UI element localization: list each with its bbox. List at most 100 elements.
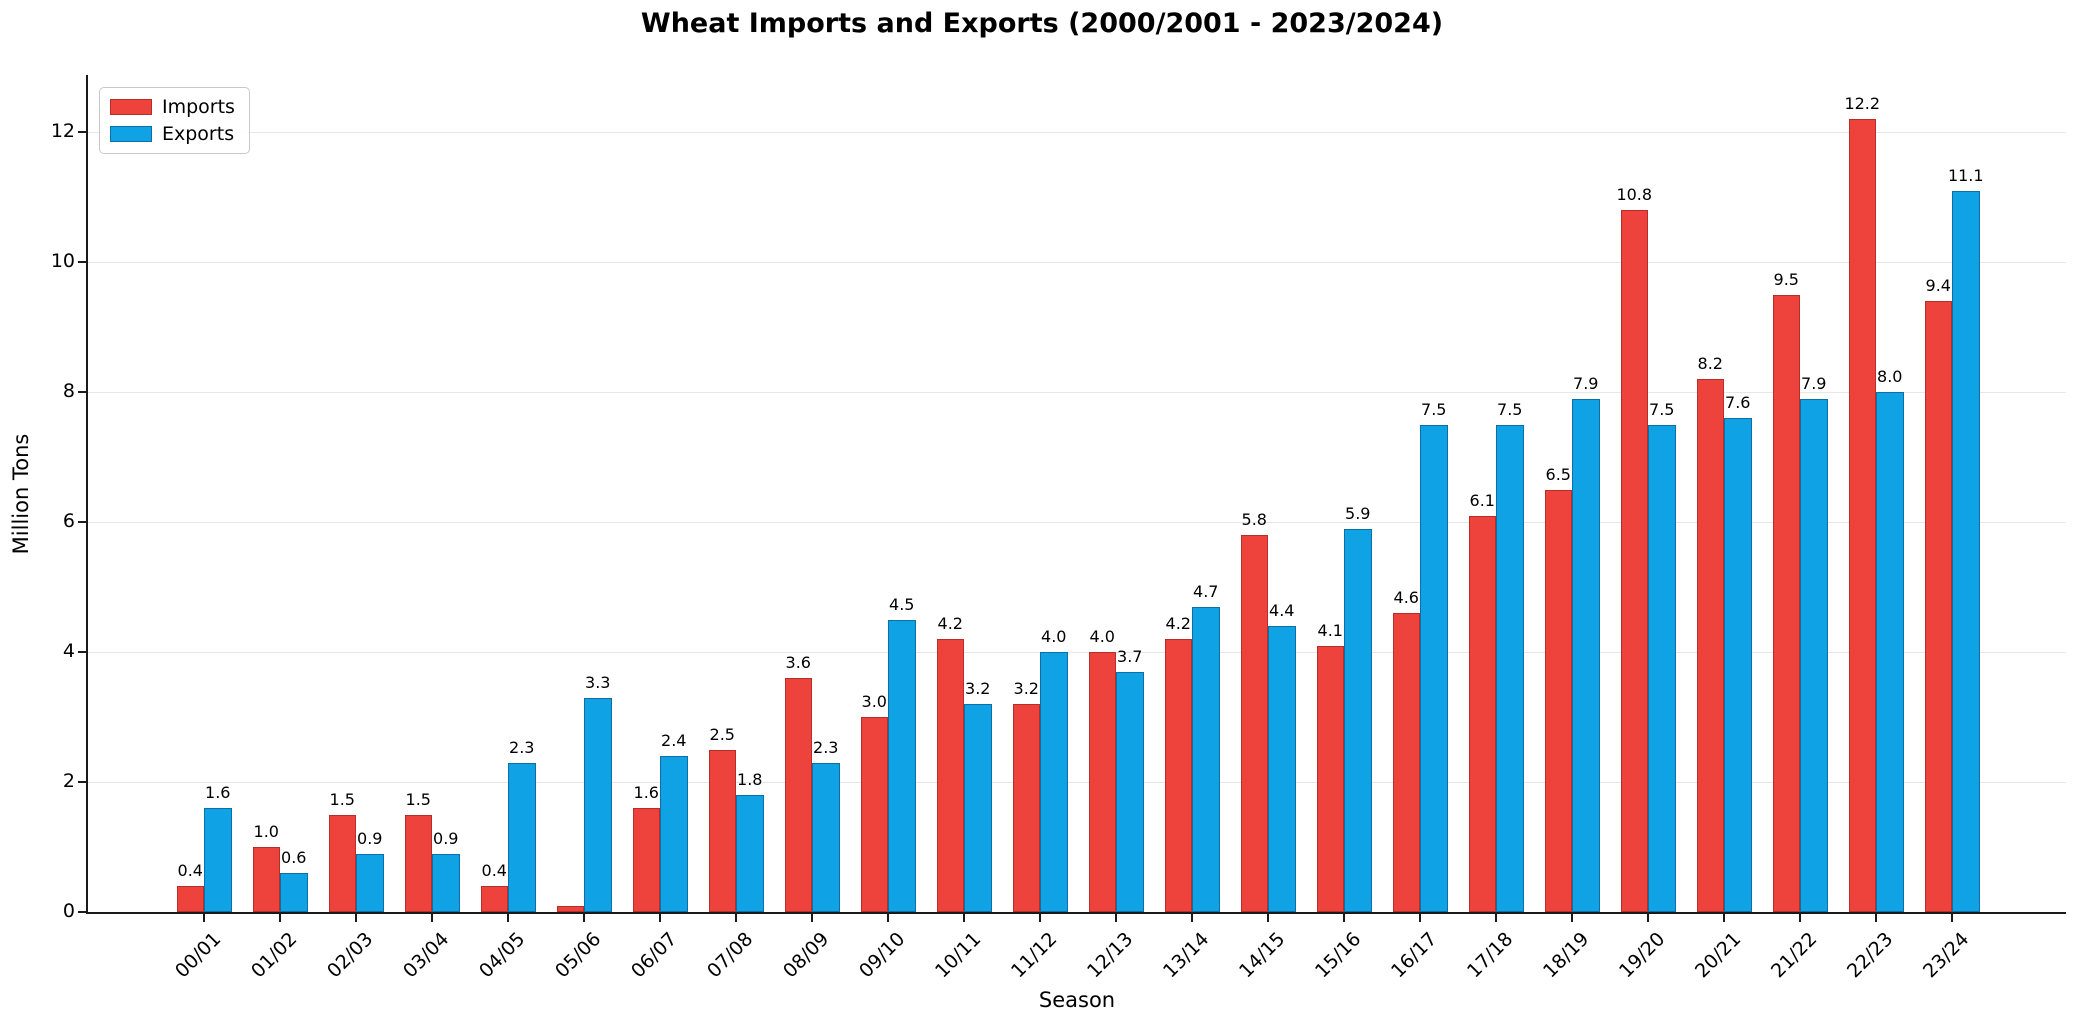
x-tick-mark <box>431 914 433 922</box>
x-tick-label: 18/19 <box>1539 928 1594 983</box>
exports-bar <box>1116 671 1144 912</box>
exports-value-label: 2.4 <box>661 731 687 750</box>
x-tick-mark <box>279 914 281 922</box>
exports-value-label: 2.3 <box>813 737 839 757</box>
y-tick-label: 12 <box>50 120 75 142</box>
imports-value-label: 4.6 <box>1393 588 1419 607</box>
x-tick-mark <box>583 914 585 922</box>
imports-bar <box>1620 210 1648 912</box>
y-tick-mark <box>78 391 87 393</box>
x-tick-label: 23/24 <box>1919 928 1974 983</box>
y-axis-title: Million Tons <box>9 433 33 555</box>
exports-bar <box>204 808 232 912</box>
y-tick-label: 4 <box>62 640 75 662</box>
x-tick-label: 01/02 <box>247 928 302 983</box>
imports-value-label: 0.4 <box>481 861 507 880</box>
imports-value-label: 4.2 <box>1165 614 1191 633</box>
x-tick-label: 09/10 <box>855 928 910 983</box>
x-tick-label: 22/23 <box>1843 928 1898 983</box>
exports-bar <box>1496 424 1524 912</box>
x-tick-label: 14/15 <box>1235 928 1290 983</box>
imports-bar <box>556 905 584 912</box>
imports-bar <box>1392 613 1420 912</box>
exports-value-label: 7.6 <box>1725 393 1751 412</box>
exports-value-label: 0.9 <box>357 828 383 848</box>
exports-value-label: 0.6 <box>281 848 307 867</box>
x-tick-mark <box>1875 914 1877 922</box>
gridline <box>88 781 2066 783</box>
imports-value-label: 4.0 <box>1089 627 1115 646</box>
y-tick-label: 6 <box>62 510 75 532</box>
x-tick-mark <box>963 914 965 922</box>
x-tick-label: 04/05 <box>475 928 530 983</box>
imports-value-label: 6.1 <box>1469 490 1495 510</box>
exports-bar <box>432 853 460 912</box>
x-tick-mark <box>1039 914 1041 922</box>
imports-value-label: 3.6 <box>785 653 811 672</box>
legend-item-imports: Imports <box>110 97 235 117</box>
y-tick-mark <box>78 261 87 263</box>
exports-value-label: 11.1 <box>1947 165 1984 185</box>
imports-bar <box>1316 645 1344 912</box>
x-tick-label: 10/11 <box>931 928 986 983</box>
x-tick-label: 20/21 <box>1691 928 1746 983</box>
x-tick-label: 08/09 <box>779 928 834 983</box>
y-tick-mark <box>78 131 87 133</box>
imports-value-label: 2.5 <box>709 724 735 744</box>
imports-value-label: 0.4 <box>177 861 203 880</box>
x-tick-mark <box>203 914 205 922</box>
imports-value-label: 1.0 <box>253 822 279 841</box>
exports-bar <box>888 619 916 912</box>
exports-bar <box>1572 398 1600 912</box>
exports-bar <box>356 853 384 912</box>
exports-value-label: 7.5 <box>1497 399 1523 419</box>
imports-bar <box>1848 119 1876 912</box>
x-axis-title: Season <box>1038 988 1116 1012</box>
exports-bar <box>964 704 992 912</box>
exports-value-label: 2.3 <box>509 737 535 757</box>
exports-value-label: 4.7 <box>1193 581 1219 601</box>
exports-value-label: 7.9 <box>1573 373 1599 393</box>
chart-title: Wheat Imports and Exports (2000/2001 - 2… <box>640 8 1444 39</box>
exports-bar <box>1192 606 1220 912</box>
y-axis-spine <box>86 75 88 914</box>
exports-value-label: 1.8 <box>737 770 763 789</box>
exports-value-label: 4.0 <box>1041 627 1067 646</box>
exports-bar <box>584 697 612 912</box>
exports-value-label: 3.7 <box>1117 646 1143 666</box>
imports-bar <box>860 717 888 912</box>
imports-bar <box>1544 489 1572 912</box>
y-tick-label: 2 <box>62 770 75 792</box>
x-tick-mark <box>811 914 813 922</box>
imports-bar <box>1772 294 1800 912</box>
y-tick-label: 8 <box>62 380 75 402</box>
exports-bar <box>1268 626 1296 912</box>
y-tick-mark <box>78 651 87 653</box>
x-tick-mark <box>507 914 509 922</box>
exports-bar <box>1648 424 1676 912</box>
x-tick-mark <box>735 914 737 922</box>
exports-bar <box>1420 424 1448 912</box>
exports-value-label: 8.0 <box>1877 367 1903 386</box>
x-tick-label: 21/22 <box>1767 928 1822 983</box>
imports-bar <box>1012 704 1040 912</box>
imports-value-label: 12.2 <box>1844 94 1881 113</box>
x-tick-mark <box>1115 914 1117 922</box>
x-tick-label: 05/06 <box>551 928 606 983</box>
imports-value-label: 10.8 <box>1616 185 1653 204</box>
imports-value-label: 6.5 <box>1545 464 1571 484</box>
x-tick-mark <box>1419 914 1421 922</box>
exports-value-label: 7.5 <box>1421 399 1447 419</box>
exports-value-label: 7.9 <box>1801 373 1827 393</box>
gridline <box>88 391 2066 393</box>
gridline <box>88 261 2066 263</box>
imports-swatch-icon <box>110 99 152 115</box>
imports-bar <box>1924 301 1952 912</box>
exports-bar <box>280 873 308 912</box>
gridline <box>88 131 2066 133</box>
imports-bar <box>632 808 660 912</box>
imports-bar <box>708 749 736 912</box>
x-tick-label: 13/14 <box>1159 928 1214 983</box>
exports-bar <box>508 762 536 912</box>
imports-value-label: 1.6 <box>633 783 659 802</box>
